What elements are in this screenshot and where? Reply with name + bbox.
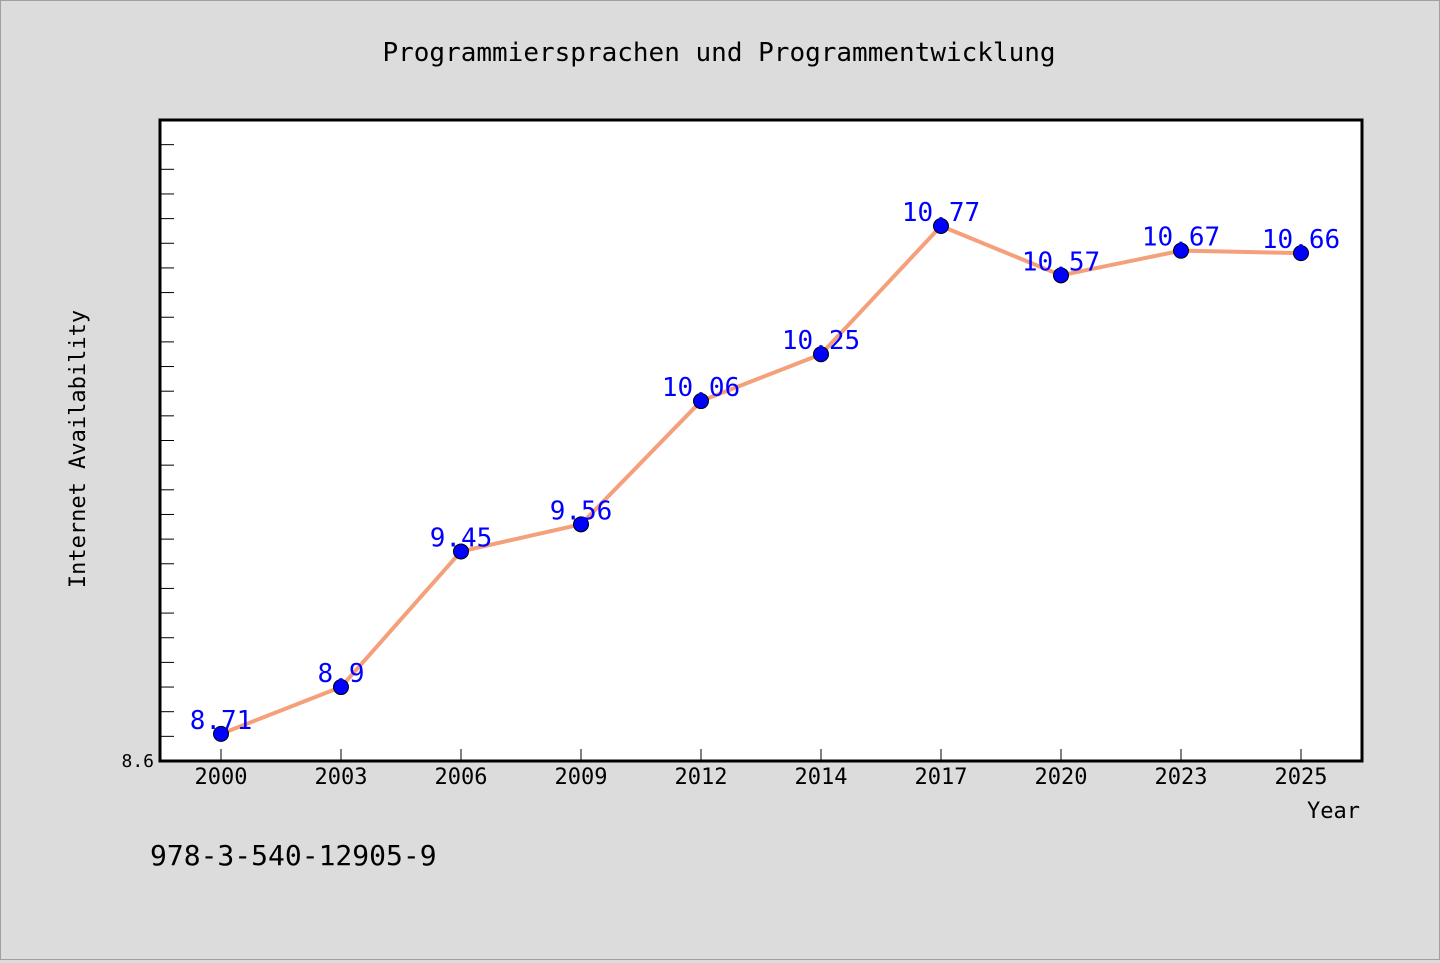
x-tick-label: 2003 (315, 765, 368, 790)
x-tick-label: 2017 (915, 765, 968, 790)
x-tick-label: 2006 (435, 765, 488, 790)
y-axis-ticks (160, 144, 174, 737)
data-label: 10.57 (1022, 247, 1100, 277)
data-label: 9.56 (550, 496, 613, 526)
data-point (1173, 242, 1189, 259)
x-tick-label: 2025 (1275, 765, 1328, 790)
x-tick-label: 2023 (1155, 765, 1208, 790)
y-axis-tick-labels: 8.6 (121, 751, 154, 772)
chart-title: Programmiersprachen und Programmentwickl… (382, 38, 1055, 68)
x-tick-label: 2009 (555, 765, 608, 790)
data-point (573, 516, 589, 533)
data-point (693, 393, 709, 410)
data-point (453, 543, 469, 560)
x-tick-label: 2014 (795, 765, 848, 790)
plot-area (158, 118, 1364, 763)
data-label: 8.9 (318, 659, 365, 689)
data-point (1053, 267, 1069, 284)
x-tick-label: 2000 (195, 765, 248, 790)
data-label: 10.06 (662, 373, 740, 403)
y-axis-label: Internet Availability (66, 310, 91, 588)
data-label: 10.66 (1262, 225, 1340, 255)
data-label: 10.25 (782, 326, 860, 356)
x-axis-ticks (220, 749, 1302, 761)
data-point (813, 346, 829, 363)
series-line (219, 224, 1303, 736)
data-label: 10.77 (902, 198, 980, 228)
x-axis-tick-labels: 2000 2003 2006 2009 2012 2014 2017 2020 2023 2025 (195, 765, 1328, 790)
x-axis-label: Year (1307, 799, 1360, 824)
x-tick-label: 2020 (1035, 765, 1088, 790)
data-point (333, 679, 349, 696)
y-tick-label: 8.6 (121, 751, 154, 772)
x-tick-label: 2012 (675, 765, 728, 790)
data-point (933, 218, 949, 235)
data-point (213, 725, 229, 742)
data-label: 9.45 (430, 523, 493, 553)
series-layer: 8.71 8.9 9.45 9.56 10.06 10.25 10.77 10.57 10.67… (190, 198, 1340, 742)
isbn-text: 978-3-540-12905-9 (150, 839, 437, 872)
data-label: 10.67 (1142, 223, 1220, 253)
data-label: 8.71 (190, 706, 253, 736)
data-point (1293, 245, 1309, 262)
